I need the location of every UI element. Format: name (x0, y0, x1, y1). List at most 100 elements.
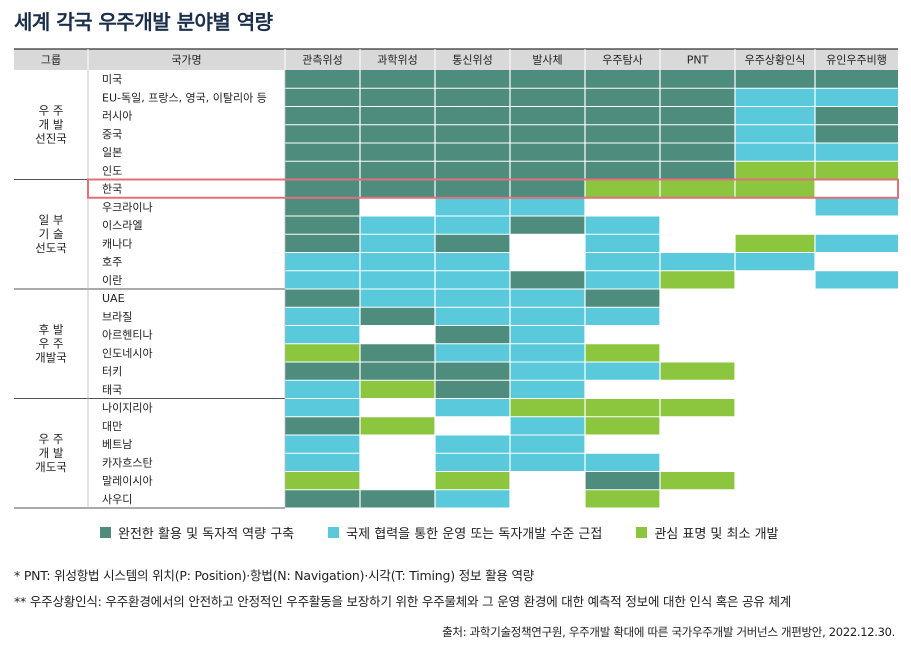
country-label: 이란 (102, 274, 122, 287)
legend-item-full: 완전한 활용 및 독자적 역량 구축 (100, 523, 294, 542)
cell (285, 289, 360, 308)
cell (660, 70, 735, 89)
cell (285, 216, 360, 235)
cell (510, 435, 585, 454)
cell (815, 234, 898, 253)
cell (660, 398, 735, 417)
cell (510, 70, 585, 89)
cell (360, 88, 435, 107)
header-col-1: 관측위성 (302, 54, 342, 67)
cell (660, 161, 735, 180)
cell (510, 143, 585, 162)
cell (815, 70, 898, 89)
header-col-4: 발사체 (532, 54, 562, 67)
cell (435, 289, 510, 308)
cell (510, 416, 585, 435)
cell (585, 471, 660, 490)
cell (360, 380, 435, 399)
cell (285, 416, 360, 435)
group-label-line: 개 발 (39, 117, 64, 131)
legend-item-coop: 국제 협력을 통한 운영 또는 독자개발 수준 근접 (328, 523, 602, 542)
country-label: 호주 (102, 256, 122, 269)
cell (585, 88, 660, 107)
cell (360, 307, 435, 326)
legend-swatch-interest (636, 527, 648, 538)
cell (585, 161, 660, 180)
cell (585, 124, 660, 143)
cell (510, 161, 585, 180)
group-label-line: 후 발 (39, 322, 64, 336)
country-label: 태국 (102, 383, 122, 396)
cell (815, 270, 898, 289)
cell (735, 179, 815, 198)
cell (285, 106, 360, 125)
cell (435, 234, 510, 253)
cell (510, 270, 585, 289)
cell (735, 143, 815, 162)
country-label: 사우디 (102, 493, 132, 506)
cell (435, 380, 510, 399)
cell (660, 106, 735, 125)
group-label-line: 개 발 (39, 446, 64, 460)
country-label: 인도네시아 (102, 347, 153, 360)
cell (510, 197, 585, 216)
cell (435, 471, 510, 490)
country-label: 러시아 (102, 110, 132, 123)
cell (815, 161, 898, 180)
cell (360, 124, 435, 143)
country-label: 터키 (102, 365, 122, 378)
cell (510, 124, 585, 143)
cell (585, 179, 660, 198)
cell (360, 362, 435, 381)
country-label: 중국 (102, 128, 122, 141)
cell (435, 70, 510, 89)
cell (735, 124, 815, 143)
cell (285, 270, 360, 289)
cell (510, 380, 585, 399)
footnote-ssa: ** 우주상황인식: 우주환경에서의 안전하고 안정적인 우주활동을 보장하기 … (14, 594, 792, 609)
cell (360, 252, 435, 271)
country-label: 일본 (102, 145, 122, 159)
chart-title: 세계 각국 우주개발 분야별 역량 (14, 10, 273, 34)
cell (285, 252, 360, 271)
header-col-5: 우주탐사 (602, 54, 642, 67)
group-label-line: 우 주 (39, 103, 64, 117)
cell (285, 489, 360, 508)
cell (660, 270, 735, 289)
cell (510, 398, 585, 417)
cell (660, 252, 735, 271)
cell (435, 216, 510, 235)
cell (285, 234, 360, 253)
header-row (14, 49, 898, 70)
cell (585, 362, 660, 381)
cell (585, 398, 660, 417)
group-label-line: 선도국 (35, 241, 67, 255)
country-label: 카자흐스탄 (102, 456, 153, 469)
cell (360, 216, 435, 235)
cell (660, 124, 735, 143)
group-label-line: 기 술 (39, 227, 64, 241)
cell (435, 124, 510, 143)
cell (285, 435, 360, 454)
cell (285, 362, 360, 381)
cell (285, 70, 360, 89)
group-label-line: 우 주 (39, 336, 64, 350)
country-label: 브라질 (102, 310, 132, 323)
source-note: 출처: 과학기술정책연구원, 우주개발 확대에 따른 국가우주개발 거버넌스 개… (442, 625, 895, 639)
cell (360, 161, 435, 180)
cell (510, 289, 585, 308)
cell (360, 289, 435, 308)
cell (660, 362, 735, 381)
footnote-pnt: * PNT: 위성항법 시스템의 위치(P: Position)·항법(N: N… (14, 568, 535, 583)
cell (585, 453, 660, 472)
cell (510, 343, 585, 362)
cell (510, 325, 585, 344)
cell (435, 325, 510, 344)
legend-swatch-coop (328, 527, 340, 538)
cell (435, 88, 510, 107)
cell (735, 70, 815, 89)
cell (510, 453, 585, 472)
cell (360, 70, 435, 89)
cell (510, 307, 585, 326)
